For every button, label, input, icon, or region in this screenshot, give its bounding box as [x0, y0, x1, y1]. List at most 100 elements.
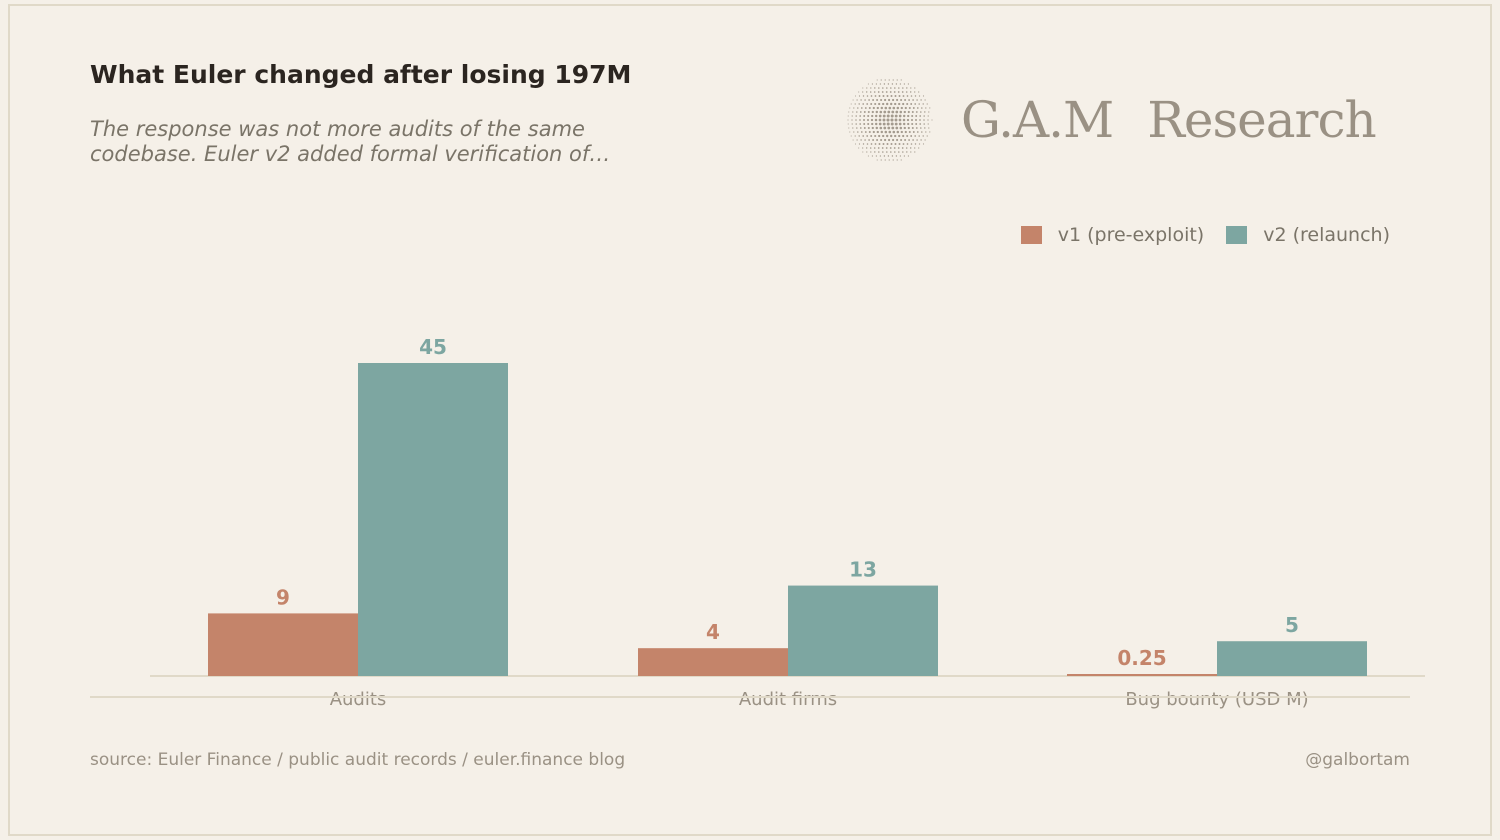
- globe-dot: [851, 115, 853, 117]
- globe-dot: [909, 91, 912, 93]
- globe-dot: [914, 151, 916, 153]
- globe-dot: [906, 95, 909, 97]
- globe-dot: [855, 119, 857, 121]
- bar-v2-2: [1217, 641, 1367, 676]
- bar-v1-0: [208, 613, 358, 676]
- globe-dot: [911, 122, 914, 126]
- globe-dot: [859, 111, 862, 113]
- globe-dot: [918, 95, 921, 97]
- globe-dot: [899, 126, 903, 130]
- globe-dot: [929, 107, 931, 109]
- globe-dot: [858, 91, 860, 93]
- globe-dot: [882, 151, 884, 153]
- globe-dot: [870, 143, 873, 145]
- globe-dot: [847, 123, 849, 125]
- globe-dot: [896, 106, 900, 110]
- globe-dot: [874, 95, 877, 97]
- globe-dot: [868, 99, 870, 101]
- globe-dot: [898, 151, 900, 153]
- globe-dot: [922, 103, 924, 105]
- globe-dot: [900, 138, 903, 142]
- globe-dot: [862, 147, 864, 149]
- globe-dot: [896, 130, 900, 134]
- globe-dot: [853, 131, 855, 133]
- globe-dot: [886, 114, 890, 118]
- globe-dot: [870, 151, 872, 153]
- globe-dot: [902, 151, 904, 153]
- globe-dot: [882, 143, 885, 145]
- globe-dot: [894, 151, 896, 153]
- globe-dot: [879, 110, 883, 114]
- globe-dot: [852, 111, 854, 113]
- brand-logo: G.A.M Research: [845, 70, 1377, 170]
- globe-dot: [927, 115, 929, 117]
- globe-dot: [914, 135, 917, 137]
- chart-subtitle: The response was not more audits of the …: [90, 117, 611, 166]
- bar-v1-1: [638, 648, 788, 676]
- globe-dot: [924, 111, 926, 113]
- globe-dot: [858, 147, 860, 149]
- globe-dot: [894, 102, 897, 106]
- globe-dot: [901, 91, 904, 93]
- globe-dot: [881, 147, 884, 149]
- globe-dot: [855, 115, 857, 117]
- globe-dot: [880, 138, 883, 142]
- globe-dot: [863, 119, 865, 121]
- globe-dot: [893, 91, 896, 93]
- globe-dot: [874, 114, 878, 118]
- globe-dot: [920, 99, 922, 101]
- globe-dot: [853, 107, 855, 109]
- globe-dot: [903, 110, 906, 114]
- globe-dot: [872, 130, 875, 134]
- globe-dot: [886, 143, 889, 145]
- globe-dot: [905, 147, 908, 149]
- globe-dot: [919, 127, 922, 129]
- globe-dot: [908, 139, 911, 141]
- globe-dot: [879, 126, 883, 130]
- globe-dot: [876, 159, 878, 161]
- globe-dot: [922, 143, 925, 145]
- globe-dot: [910, 103, 913, 105]
- chart-title: What Euler changed after losing 197M: [90, 60, 632, 89]
- globe-dot: [891, 155, 894, 157]
- globe-dot: [894, 143, 897, 145]
- globe-dot: [889, 87, 892, 89]
- brand-name-part1: G.A.M: [961, 91, 1114, 149]
- globe-dot: [908, 99, 911, 101]
- globe-dot: [862, 143, 865, 145]
- globe-dot: [892, 138, 895, 142]
- globe-dot: [867, 83, 869, 85]
- globe-dot: [919, 115, 922, 117]
- globe-dot: [887, 110, 891, 114]
- globe-dot: [869, 91, 872, 93]
- globe-dot: [866, 87, 868, 89]
- globe-dot: [870, 95, 873, 97]
- globe-dot: [860, 99, 862, 101]
- globe-dot: [897, 91, 900, 93]
- globe-dot: [857, 131, 859, 133]
- globe-dot: [897, 147, 900, 149]
- globe-dot: [866, 103, 869, 105]
- globe-dot: [876, 130, 879, 134]
- globe-dot: [848, 127, 850, 129]
- globe-dot: [907, 83, 909, 85]
- globe-dot: [866, 143, 869, 145]
- globe-dot: [852, 139, 854, 141]
- globe-dot: [902, 134, 905, 138]
- globe-dot: [871, 126, 874, 130]
- globe-dot: [890, 118, 894, 122]
- globe-dot: [923, 119, 925, 121]
- globe-dot: [923, 115, 925, 117]
- globe-dot: [914, 91, 916, 93]
- globe-dot: [884, 159, 886, 161]
- globe-dot: [851, 119, 853, 121]
- globe-dot: [883, 110, 887, 114]
- data-label-v1-2: 0.25: [1117, 646, 1166, 670]
- globe-dot: [879, 155, 882, 157]
- globe-dot: [907, 122, 910, 126]
- globe-dot: [929, 131, 931, 133]
- globe-dot: [928, 111, 930, 113]
- globe-dot: [859, 123, 862, 125]
- globe-dot: [895, 110, 899, 114]
- globe-dot: [860, 107, 863, 109]
